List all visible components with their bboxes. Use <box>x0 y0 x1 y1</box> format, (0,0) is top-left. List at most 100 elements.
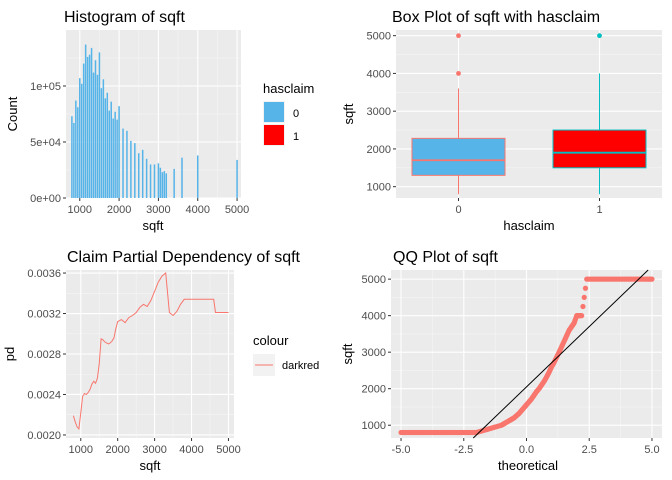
histogram-bar-39 <box>173 168 175 198</box>
histogram-bar-4 <box>79 78 81 198</box>
histogram-legend: hasclaim 0 1 <box>263 81 314 146</box>
qq-x-ticks: -5.0 -2.5 0.0 2.5 5.0 <box>392 438 660 456</box>
histogram-bar-37 <box>163 171 166 198</box>
boxplot-y-ticks: 1000 2000 3000 4000 5000 <box>367 31 396 194</box>
histogram-bar-18 <box>106 92 109 198</box>
qq-y-tick-label-3: 4000 <box>362 311 386 323</box>
histogram-title: Histogram of sqft <box>64 9 185 26</box>
boxplot-y-tick-label-3: 4000 <box>367 68 391 80</box>
histogram-y-axis-label: Count <box>5 96 20 131</box>
qq-panel: QQ Plot of sqft 1000 2000 3000 4000 5000 -5.… <box>340 249 662 473</box>
qq-x-tick-label-4: 5.0 <box>644 444 659 456</box>
boxplot-outlier-0-1 <box>456 33 461 39</box>
qq-x-tick-label-0: -5.0 <box>392 444 411 456</box>
boxplot-x-tick-label-0: 0 <box>455 204 461 216</box>
pd-legend-entry-label: darkred <box>282 360 319 372</box>
histogram-bar-10 <box>90 47 93 198</box>
histogram-y-ticks: 0e+00 5e+04 1e+05 <box>30 81 66 205</box>
pd-legend-title: colour <box>253 333 289 348</box>
qq-x-tick-label-3: 2.5 <box>582 444 597 456</box>
pd-gridlines <box>66 270 234 438</box>
histogram-bar-33 <box>153 164 156 198</box>
histogram-bar-31 <box>145 158 148 198</box>
histogram-bar-0 <box>71 116 73 198</box>
pd-y-tick-label-1: 0.0024 <box>27 389 61 401</box>
histogram-legend-title: hasclaim <box>263 81 314 96</box>
boxplot-outlier-0-0 <box>456 71 461 76</box>
histogram-bar-8 <box>86 56 89 198</box>
histogram-bar-19 <box>108 110 111 198</box>
pd-y-tick-label-2: 0.0028 <box>27 349 61 361</box>
histogram-x-tick-label-1: 2000 <box>107 204 131 216</box>
qq-y-ticks: 1000 2000 3000 4000 5000 <box>362 274 391 432</box>
histogram-x-axis-label: sqft <box>143 218 164 233</box>
qq-y-tick-label-4: 5000 <box>362 274 386 286</box>
qq-point-47-fill-3 <box>582 285 589 291</box>
histogram-y-tick-label-1: 5e+04 <box>30 137 61 149</box>
histogram-bar-35 <box>159 167 162 198</box>
histogram-bar-16 <box>102 79 105 198</box>
legend-key-swatch-1 <box>264 125 284 145</box>
legend-entry-label-0: 0 <box>293 108 299 120</box>
qq-title: QQ Plot of sqft <box>393 249 498 266</box>
boxplot-boxes <box>411 33 647 195</box>
qq-point-47-fill-1 <box>580 303 586 310</box>
histogram-bar-15 <box>100 88 103 198</box>
qq-y-axis-label: sqft <box>340 343 355 364</box>
qq-reference-line <box>472 269 649 439</box>
histogram-bar-30 <box>141 149 144 198</box>
histogram-bar-21 <box>112 118 114 198</box>
qq-x-axis-label: theoretical <box>498 458 558 473</box>
histogram-x-tick-label-0: 1000 <box>68 204 92 216</box>
qq-x-tick-label-2: 0.0 <box>519 444 534 456</box>
histogram-bar-26 <box>126 130 128 198</box>
qq-y-tick-label-2: 3000 <box>362 347 386 359</box>
histogram-bar-25 <box>122 128 124 198</box>
histogram-bar-11 <box>92 72 95 198</box>
pd-x-tick-label-0: 1000 <box>69 444 93 456</box>
pd-y-ticks: 0.0020 0.0024 0.0028 0.0032 0.0036 <box>27 268 66 442</box>
boxplot-x-axis-label: hasclaim <box>503 218 554 233</box>
pd-y-tick-label-4: 0.0036 <box>27 268 61 280</box>
histogram-y-tick-label-2: 1e+05 <box>30 81 61 93</box>
histogram-x-ticks: 1000 2000 3000 4000 5000 <box>68 198 249 216</box>
pd-legend: colour darkred <box>253 333 319 376</box>
histogram-bar-13 <box>96 74 99 198</box>
histogram-bar-12 <box>94 60 97 198</box>
qq-y-tick-label-0: 1000 <box>362 420 386 432</box>
pd-y-axis-label: pd <box>2 347 17 361</box>
partial-dependency-panel: Claim Partial Dependency of sqft 0.00200… <box>2 249 319 473</box>
pd-title: Claim Partial Dependency of sqft <box>67 249 301 266</box>
histogram-bar-28 <box>134 143 136 198</box>
histogram-bar-42 <box>236 159 238 198</box>
histogram-bar-38 <box>165 173 168 198</box>
histogram-bar-36 <box>161 172 164 198</box>
legend-entry-label-1: 1 <box>293 131 299 143</box>
histogram-bar-20 <box>110 101 112 198</box>
qq-point-47-fill-2 <box>581 294 587 300</box>
histogram-bar-40 <box>181 157 183 198</box>
pd-x-ticks: 1000 2000 3000 4000 5000 <box>69 438 241 456</box>
histogram-bar-9 <box>88 54 91 198</box>
histogram-panel: Histogram of sqft 0e+00 5e+04 1e+05 1000 20… <box>5 9 314 233</box>
pd-x-tick-label-2: 3000 <box>142 444 166 456</box>
histogram-bar-23 <box>116 119 118 198</box>
pd-x-axis-label: sqft <box>140 458 161 473</box>
histogram-bar-32 <box>149 164 152 198</box>
histogram-bar-2 <box>75 100 77 198</box>
qq-y-tick-label-1: 2000 <box>362 384 386 396</box>
boxplot-panel: Box Plot of sqft with hasclaim 1000 2000 3… <box>341 9 662 233</box>
histogram-bar-7 <box>84 44 87 199</box>
histogram-x-tick-label-2: 3000 <box>146 204 170 216</box>
histogram-bar-3 <box>77 107 79 198</box>
histogram-x-tick-label-4: 5000 <box>225 204 249 216</box>
pd-y-tick-label-3: 0.0032 <box>27 309 61 321</box>
qq-point-57 <box>649 276 655 282</box>
pd-x-tick-label-3: 4000 <box>179 444 203 456</box>
histogram-bar-34 <box>157 163 160 198</box>
histogram-bar-17 <box>104 98 107 198</box>
pd-x-tick-label-1: 2000 <box>105 444 129 456</box>
pd-series <box>72 272 229 431</box>
